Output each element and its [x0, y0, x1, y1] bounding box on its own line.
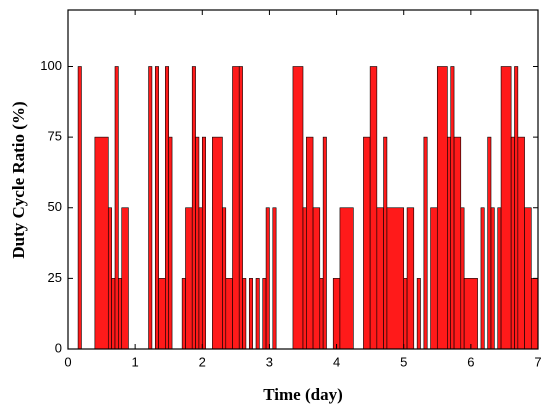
bar — [530, 278, 539, 350]
x-tick-label: 6 — [467, 354, 474, 369]
bar — [383, 136, 388, 350]
x-axis-label: Time (day) — [263, 385, 343, 404]
bar — [332, 278, 341, 350]
bar — [158, 278, 166, 350]
plot-area — [77, 66, 539, 350]
bar — [94, 136, 109, 350]
bar — [121, 207, 129, 350]
bar — [272, 207, 277, 350]
bar — [212, 136, 223, 350]
bar — [198, 207, 203, 350]
bar — [255, 278, 260, 350]
bar — [490, 207, 495, 350]
bar — [262, 278, 267, 350]
y-tick-label: 25 — [48, 270, 62, 285]
bar — [185, 207, 193, 350]
bar — [517, 136, 525, 350]
bar — [403, 278, 408, 350]
y-axis-label: Duty Cycle Ratio (%) — [9, 101, 28, 258]
x-tick-label: 3 — [266, 354, 273, 369]
bar — [238, 66, 243, 350]
bar — [168, 136, 173, 350]
bar — [450, 66, 455, 350]
bar — [111, 278, 116, 350]
bar — [369, 66, 378, 350]
bar — [430, 207, 438, 350]
bar — [480, 207, 485, 350]
bar — [453, 136, 462, 350]
bar — [322, 136, 327, 350]
y-tick-label: 50 — [48, 199, 62, 214]
bar — [222, 207, 227, 350]
bar — [363, 136, 371, 350]
bar — [514, 66, 519, 350]
x-tick-label: 4 — [333, 354, 340, 369]
bar — [497, 207, 502, 350]
x-tick-label: 5 — [400, 354, 407, 369]
bar — [107, 207, 112, 350]
bar — [118, 278, 123, 350]
bar — [165, 66, 170, 350]
bar — [232, 66, 240, 350]
bar — [312, 207, 321, 350]
bar — [195, 136, 200, 350]
bar — [460, 207, 465, 350]
bar — [406, 207, 415, 350]
bar — [487, 136, 492, 350]
x-tick-label: 2 — [199, 354, 206, 369]
bar — [201, 136, 206, 350]
bar — [225, 278, 233, 350]
bar — [416, 278, 421, 350]
y-tick-label: 75 — [48, 129, 62, 144]
bar — [306, 136, 314, 350]
bar — [114, 66, 119, 350]
bar — [265, 207, 270, 350]
bar — [423, 136, 428, 350]
bar — [500, 66, 512, 350]
bar — [248, 278, 253, 350]
bar — [302, 207, 307, 350]
bar — [510, 136, 515, 350]
y-tick-label: 100 — [40, 58, 62, 73]
x-tick-label: 7 — [534, 354, 541, 369]
bar — [436, 66, 448, 350]
bar — [181, 278, 186, 350]
bar — [148, 66, 153, 350]
x-tick-label: 0 — [64, 354, 71, 369]
bar — [319, 278, 324, 350]
bar — [77, 66, 82, 350]
bar — [524, 207, 532, 350]
bar — [339, 207, 354, 350]
bar — [242, 278, 247, 350]
bar — [447, 136, 452, 350]
bar — [154, 66, 159, 350]
bar — [386, 207, 405, 350]
plot-frame — [67, 9, 539, 350]
x-tick-label: 1 — [132, 354, 139, 369]
bar — [376, 207, 384, 350]
bar — [463, 278, 478, 350]
bar — [191, 66, 196, 350]
y-tick-label: 0 — [55, 340, 62, 355]
bar — [292, 66, 304, 350]
